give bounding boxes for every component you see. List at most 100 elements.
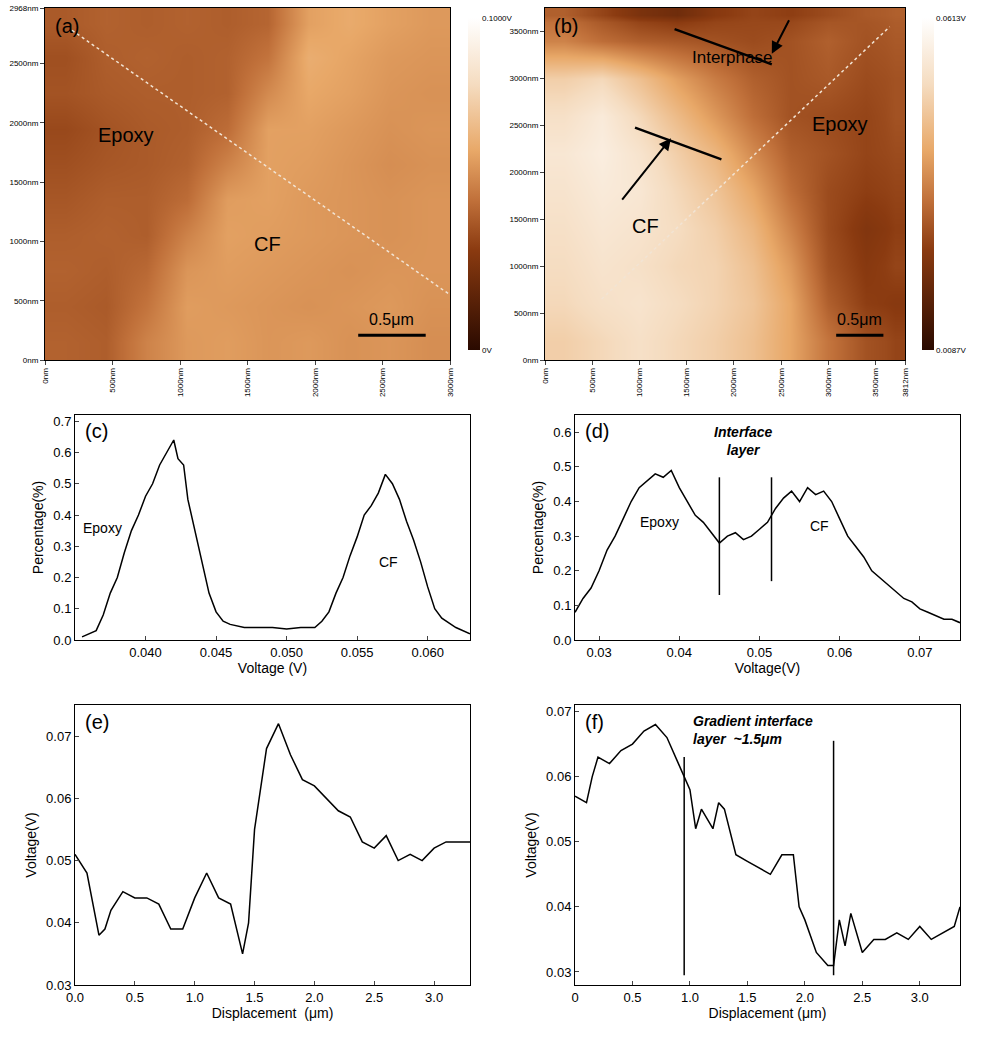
svg-text:Percentage(%): Percentage(%): [30, 481, 46, 574]
svg-text:0.5: 0.5: [553, 459, 571, 474]
svg-text:0.06: 0.06: [827, 645, 852, 660]
svg-text:Displacement (μm): Displacement (μm): [709, 1005, 827, 1021]
svg-text:0.5: 0.5: [623, 990, 641, 1005]
svg-text:1000nm: 1000nm: [9, 237, 38, 246]
svg-text:Voltage(V): Voltage(V): [735, 660, 800, 676]
svg-text:0.03: 0.03: [586, 645, 611, 660]
svg-text:1.0: 1.0: [186, 990, 204, 1005]
svg-text:0.07: 0.07: [546, 704, 571, 719]
svg-text:2.5: 2.5: [365, 990, 383, 1005]
svg-text:2500nm: 2500nm: [777, 368, 786, 397]
svg-text:1.5: 1.5: [738, 990, 756, 1005]
svg-text:0.0087V: 0.0087V: [936, 346, 966, 355]
svg-text:0.6: 0.6: [553, 425, 571, 440]
svg-text:2000nm: 2000nm: [311, 368, 320, 397]
svg-text:0.3: 0.3: [53, 539, 71, 554]
svg-text:0nm: 0nm: [41, 368, 50, 384]
svg-text:0.0: 0.0: [553, 633, 571, 648]
svg-text:0.06: 0.06: [46, 791, 71, 806]
svg-text:3.0: 3.0: [425, 990, 443, 1005]
svg-text:3500nm: 3500nm: [509, 27, 538, 36]
svg-text:0.05: 0.05: [747, 645, 772, 660]
svg-text:0.5: 0.5: [53, 476, 71, 491]
svg-text:0nm: 0nm: [23, 356, 39, 365]
svg-text:0.03: 0.03: [546, 965, 571, 980]
svg-text:3000nm: 3000nm: [446, 368, 455, 397]
svg-text:1500nm: 1500nm: [509, 215, 538, 224]
svg-text:Gradient interfacelayer ~1.5μ: Gradient interfacelayer ~1.5μm: [693, 713, 813, 747]
svg-text:Percentage(%): Percentage(%): [530, 481, 546, 574]
svg-text:(a): (a): [55, 15, 79, 37]
svg-text:0.04: 0.04: [46, 915, 71, 930]
svg-text:0.1000V: 0.1000V: [482, 14, 512, 23]
svg-text:3.0: 3.0: [911, 990, 929, 1005]
svg-text:2000nm: 2000nm: [9, 119, 38, 128]
svg-text:0.1: 0.1: [53, 601, 71, 616]
svg-text:0.060: 0.060: [411, 645, 444, 660]
svg-text:CF: CF: [379, 554, 398, 570]
svg-text:CF: CF: [254, 233, 281, 255]
svg-text:2000nm: 2000nm: [729, 368, 738, 397]
svg-text:Voltage(V): Voltage(V): [23, 812, 39, 877]
svg-text:1000nm: 1000nm: [176, 368, 185, 397]
svg-text:0.2: 0.2: [53, 570, 71, 585]
svg-text:0.07: 0.07: [907, 645, 932, 660]
svg-text:0.5: 0.5: [126, 990, 144, 1005]
svg-text:(b): (b): [554, 15, 578, 37]
svg-text:(e): (e): [85, 711, 109, 733]
svg-text:0.7: 0.7: [53, 414, 71, 429]
svg-text:0.2: 0.2: [553, 563, 571, 578]
svg-text:(c): (c): [85, 420, 108, 442]
svg-text:0.3: 0.3: [553, 529, 571, 544]
svg-text:3000nm: 3000nm: [509, 74, 538, 83]
svg-text:0.055: 0.055: [341, 645, 374, 660]
svg-text:2500nm: 2500nm: [9, 59, 38, 68]
svg-text:0.5μm: 0.5μm: [369, 311, 414, 328]
svg-text:500nm: 500nm: [108, 368, 117, 393]
svg-text:Voltage (V): Voltage (V): [238, 660, 307, 676]
svg-text:2.0: 2.0: [305, 990, 323, 1005]
svg-text:0nm: 0nm: [541, 368, 550, 384]
svg-text:Epoxy: Epoxy: [640, 514, 679, 530]
svg-text:2500nm: 2500nm: [509, 121, 538, 130]
svg-text:(f): (f): [585, 711, 604, 733]
svg-text:1000nm: 1000nm: [635, 368, 644, 397]
svg-text:0.06: 0.06: [546, 769, 571, 784]
svg-text:3812nm: 3812nm: [901, 368, 910, 397]
svg-text:0: 0: [571, 990, 578, 1005]
svg-text:1500nm: 1500nm: [9, 178, 38, 187]
svg-text:0.05: 0.05: [46, 853, 71, 868]
svg-text:0V: 0V: [482, 346, 492, 355]
svg-text:Displacement (μm): Displacement (μm): [212, 1005, 334, 1021]
svg-text:0.07: 0.07: [46, 729, 71, 744]
svg-text:0.4: 0.4: [553, 494, 571, 509]
svg-text:Interfacelayer: Interfacelayer: [714, 424, 773, 458]
svg-text:0.0613V: 0.0613V: [936, 14, 966, 23]
svg-text:0.1: 0.1: [553, 598, 571, 613]
svg-text:0.050: 0.050: [270, 645, 303, 660]
svg-text:Voltage(V): Voltage(V): [523, 812, 539, 877]
svg-text:0.6: 0.6: [53, 445, 71, 460]
svg-text:2000nm: 2000nm: [509, 168, 538, 177]
svg-text:Interphase: Interphase: [692, 48, 772, 67]
svg-text:2968nm: 2968nm: [9, 4, 38, 13]
svg-text:0.4: 0.4: [53, 508, 71, 523]
svg-text:500nm: 500nm: [514, 309, 539, 318]
svg-text:0.04: 0.04: [546, 899, 571, 914]
svg-text:Epoxy: Epoxy: [83, 520, 122, 536]
svg-text:2500nm: 2500nm: [378, 368, 387, 397]
svg-text:Epoxy: Epoxy: [812, 113, 868, 135]
svg-text:0.04: 0.04: [667, 645, 692, 660]
svg-text:CF: CF: [632, 215, 659, 237]
svg-text:0nm: 0nm: [523, 356, 539, 365]
svg-text:0.040: 0.040: [129, 645, 162, 660]
svg-text:0.0: 0.0: [53, 633, 71, 648]
svg-text:CF: CF: [810, 518, 829, 534]
svg-text:1.5: 1.5: [246, 990, 264, 1005]
svg-text:0.0: 0.0: [66, 990, 84, 1005]
svg-text:0.03: 0.03: [46, 978, 71, 993]
svg-text:500nm: 500nm: [588, 368, 597, 393]
svg-text:Epoxy: Epoxy: [98, 124, 154, 146]
svg-text:0.045: 0.045: [200, 645, 233, 660]
svg-text:3000nm: 3000nm: [824, 368, 833, 397]
